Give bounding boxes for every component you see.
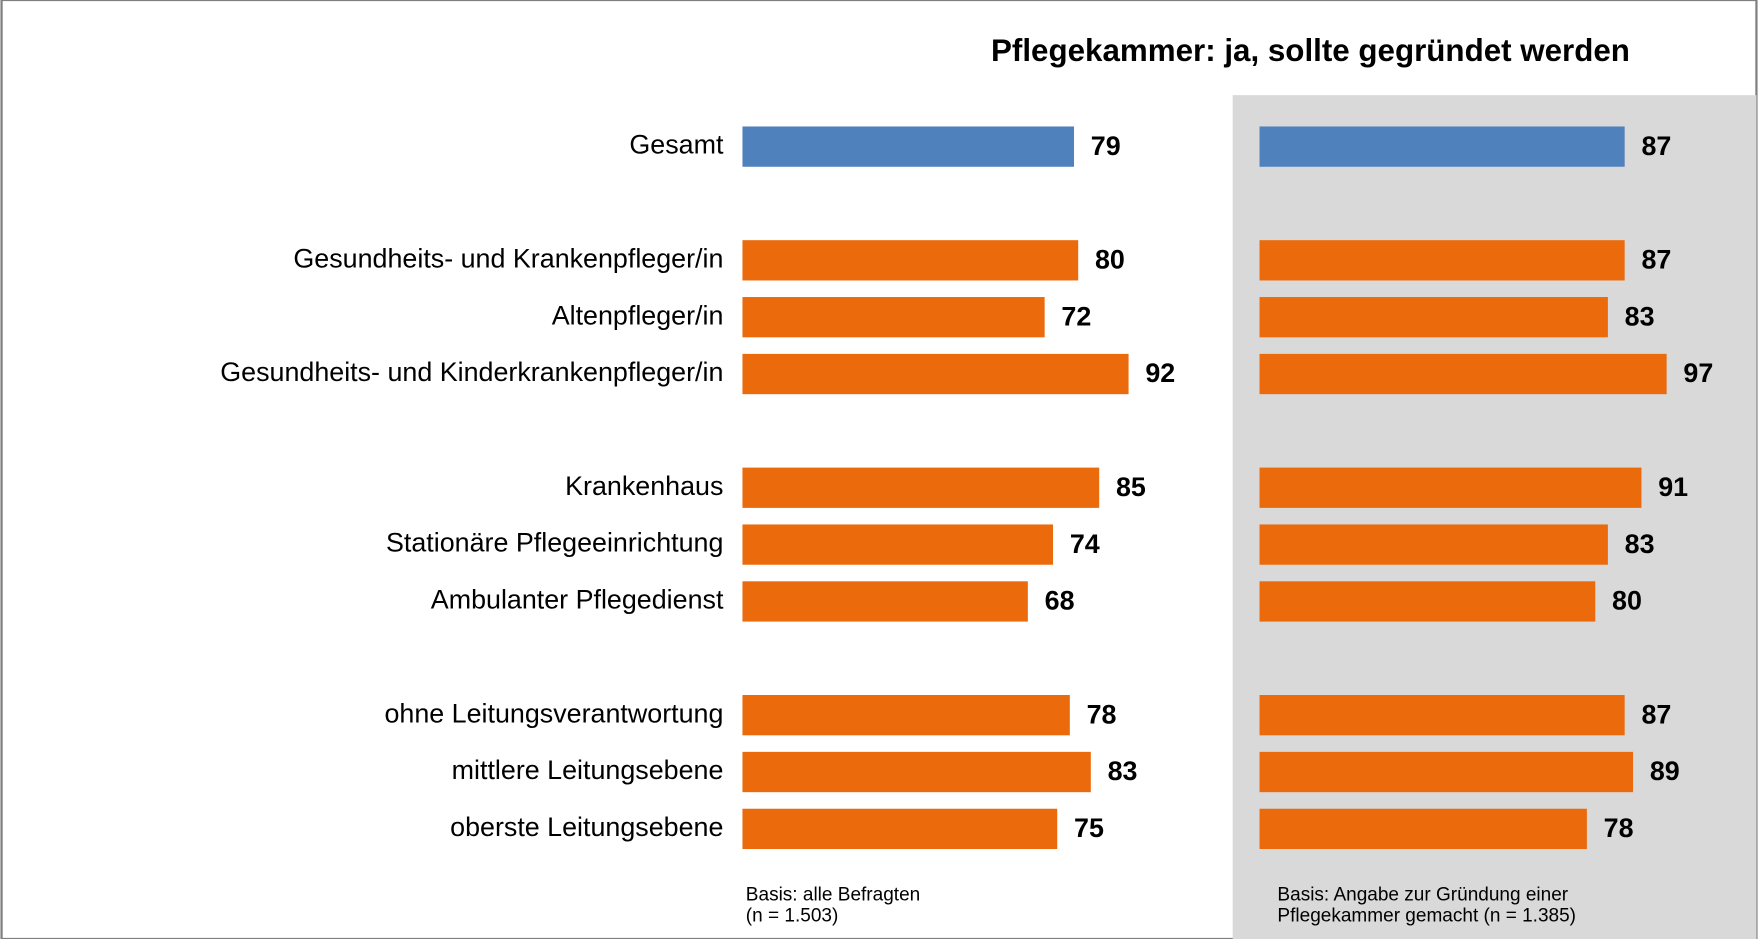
bar: [742, 524, 1054, 565]
category-label: oberste Leitungsebene: [450, 812, 723, 842]
value-label: 80: [1095, 245, 1125, 275]
note: Basis: alle Befragten: [746, 884, 920, 905]
value-label: 89: [1650, 756, 1680, 786]
category-label: mittlere Leitungsebene: [452, 755, 724, 785]
category-label: Gesundheits- und Kinderkrankenpfleger/in: [220, 357, 723, 387]
value-label: 87: [1641, 245, 1671, 275]
bar: [1259, 353, 1667, 395]
bar: [1259, 581, 1596, 622]
category-label: Altenpfleger/in: [552, 300, 724, 330]
panel-background: [1232, 95, 1757, 939]
category-label: Gesamt: [629, 130, 724, 160]
category-label: Krankenhaus: [565, 471, 723, 501]
value-label: 79: [1091, 131, 1121, 161]
category-label: Ambulanter Pflegedienst: [431, 585, 724, 615]
value-label: 80: [1612, 586, 1642, 616]
bar: [1259, 808, 1587, 850]
note: Basis: Angabe zur Gründung einer: [1277, 884, 1568, 905]
value-label: 85: [1116, 472, 1146, 502]
bar: [1259, 695, 1625, 736]
value-label: 87: [1641, 131, 1671, 161]
bar: [742, 581, 1028, 622]
bar: [1259, 751, 1634, 793]
bar: [742, 751, 1091, 793]
bar: [742, 297, 1045, 338]
note: (n = 1.503): [746, 906, 839, 927]
category-label: Gesundheits- und Krankenpfleger/in: [293, 243, 723, 273]
bar: [742, 467, 1100, 508]
bar: [742, 240, 1079, 281]
value-label: 74: [1070, 529, 1100, 559]
value-label: 91: [1658, 472, 1688, 502]
value-label: 83: [1625, 529, 1655, 559]
value-label: 72: [1061, 301, 1091, 331]
bar: [1259, 240, 1625, 281]
bar: [742, 808, 1058, 850]
chart-title: Pflegekammer: ja, sollte gegründet werde…: [991, 33, 1630, 68]
bar: [742, 695, 1070, 736]
bar: [742, 353, 1129, 395]
value-label: 87: [1641, 699, 1671, 729]
bar: [1259, 126, 1625, 167]
note: Pflegekammer gemacht (n = 1.385): [1277, 906, 1576, 927]
value-label: 78: [1604, 813, 1634, 843]
bar: [1259, 524, 1608, 565]
bar: [1259, 297, 1608, 338]
bar: [1259, 467, 1642, 508]
category-label: Stationäre Pflegeeinrichtung: [386, 528, 723, 558]
value-label: 83: [1625, 301, 1655, 331]
value-label: 92: [1145, 358, 1175, 388]
value-label: 68: [1045, 586, 1075, 616]
value-label: 75: [1074, 813, 1104, 843]
category-label: ohne Leitungsverantwortung: [384, 698, 723, 728]
value-label: 97: [1683, 358, 1713, 388]
bar: [742, 126, 1075, 167]
value-label: 83: [1108, 756, 1138, 786]
value-label: 78: [1087, 699, 1117, 729]
